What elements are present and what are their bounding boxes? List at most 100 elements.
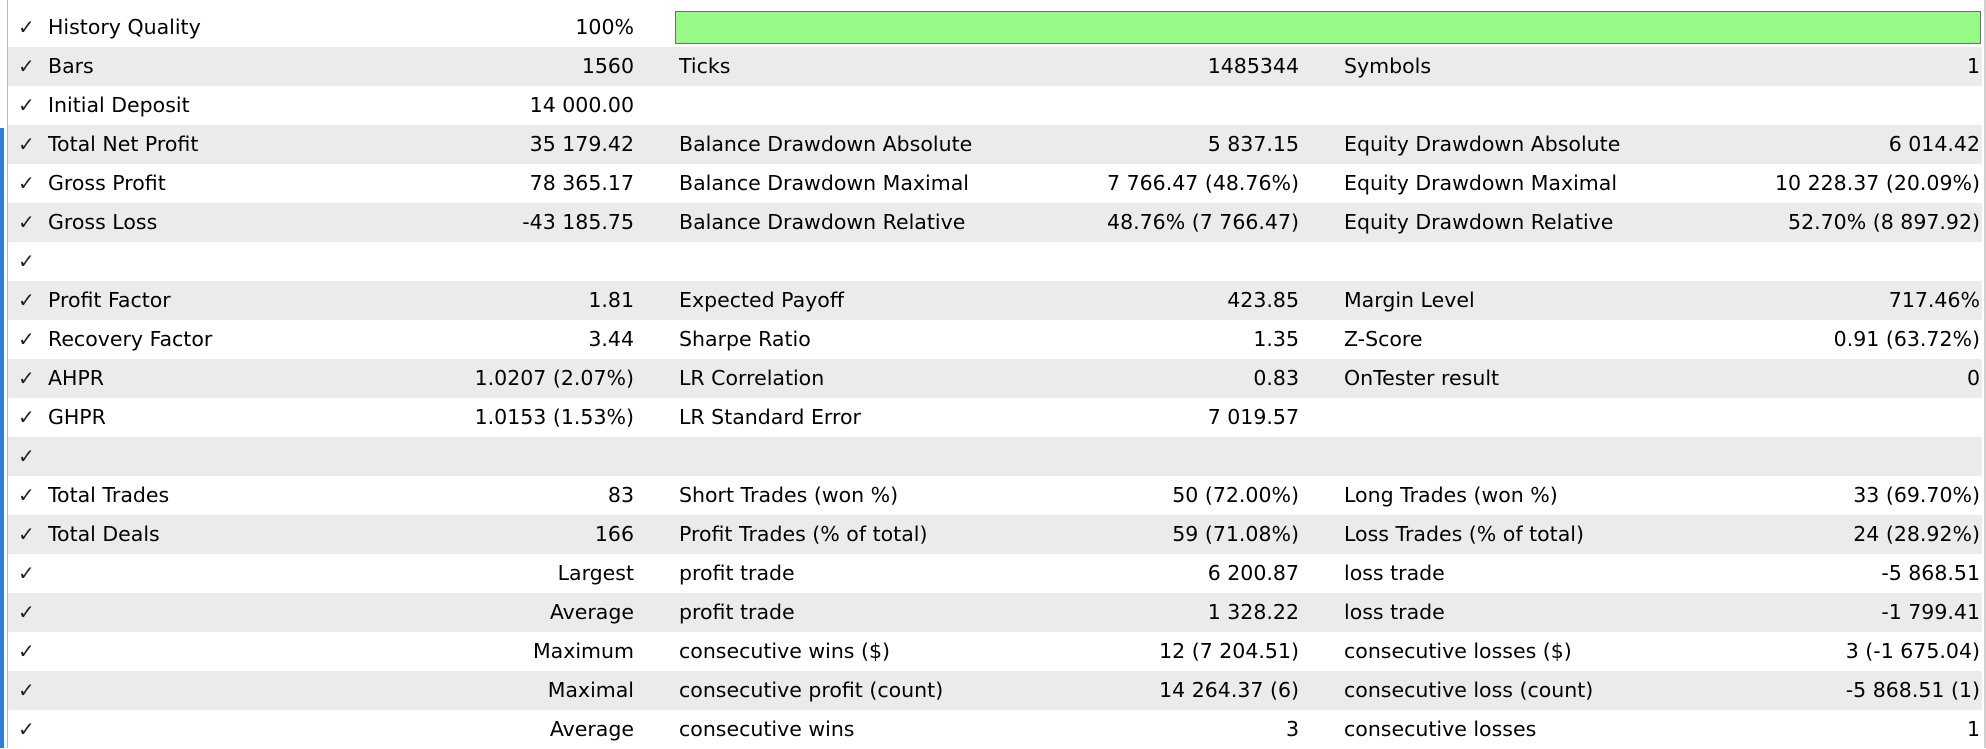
metric-label: loss trade (1344, 600, 1445, 624)
report-row[interactable]: ✓ Bars 1560 Ticks 1485344 Symbols 1 (8, 47, 1982, 86)
check-icon: ✓ (18, 561, 35, 585)
metric-label: Equity Drawdown Absolute (1344, 132, 1621, 156)
metric-label: GHPR (48, 405, 106, 429)
report-row[interactable]: ✓ (8, 437, 1982, 476)
metric-value: 423.85 (1227, 288, 1299, 312)
metric-label: Average (549, 717, 634, 741)
metric-label: Maximal (547, 678, 634, 702)
metric-label: consecutive wins (679, 717, 855, 741)
history-quality-bar (675, 11, 1981, 44)
metric-label: profit trade (679, 600, 795, 624)
report-row[interactable]: ✓ Gross Profit 78 365.17 Balance Drawdown M… (8, 164, 1982, 203)
report-row[interactable]: ✓ Average consecutive wins 3 consecutive los… (8, 710, 1982, 749)
check-icon: ✓ (18, 522, 35, 546)
metric-value: 52.70% (8 897.92) (1788, 210, 1980, 234)
report-row[interactable]: ✓ Gross Loss -43 185.75 Balance Drawdown Re… (8, 203, 1982, 242)
metric-label: Gross Profit (48, 171, 166, 195)
report-row[interactable]: ✓ GHPR 1.0153 (1.53%) LR Standard Error 7 01… (8, 398, 1982, 437)
metric-label: Expected Payoff (679, 288, 844, 312)
metric-value: 3.44 (588, 327, 634, 351)
metric-value: 1.0153 (1.53%) (474, 405, 634, 429)
metric-value: -5 868.51 (1881, 561, 1980, 585)
metric-label: consecutive wins ($) (679, 639, 891, 663)
metric-label: AHPR (48, 366, 105, 390)
metric-value: 24 (28.92%) (1853, 522, 1980, 546)
check-icon: ✓ (18, 93, 35, 117)
metric-label: Maximum (532, 639, 634, 663)
metric-value: 1.35 (1253, 327, 1299, 351)
check-icon: ✓ (18, 288, 35, 312)
metric-value: 1485344 (1207, 54, 1299, 78)
metric-label: Bars (48, 54, 94, 78)
metric-value: -5 868.51 (1) (1845, 678, 1980, 702)
metric-label: LR Standard Error (679, 405, 861, 429)
metric-label: Total Deals (48, 522, 160, 546)
report-row[interactable]: ✓ Maximum consecutive wins ($) 12 (7 204.51… (8, 632, 1982, 671)
metric-label: Equity Drawdown Relative (1344, 210, 1614, 234)
report-row[interactable]: ✓ Recovery Factor 3.44 Sharpe Ratio 1.35 Z-Sc… (8, 320, 1982, 359)
report-rows: ✓ Bars 1560 Ticks 1485344 Symbols 1 ✓ Initial De… (8, 47, 1982, 749)
check-icon: ✓ (18, 678, 35, 702)
metric-label: Balance Drawdown Absolute (679, 132, 973, 156)
report-row-history-quality[interactable]: ✓ History Quality 100% (8, 8, 1982, 47)
metric-label: consecutive loss (count) (1344, 678, 1594, 702)
check-icon: ✓ (18, 210, 35, 234)
metric-value: 3 (-1 675.04) (1845, 639, 1980, 663)
metric-value: 50 (72.00%) (1172, 483, 1299, 507)
report-row[interactable]: ✓ (8, 242, 1982, 281)
check-icon: ✓ (18, 600, 35, 624)
metric-label: Recovery Factor (48, 327, 213, 351)
metric-value: 0.91 (63.72%) (1833, 327, 1980, 351)
check-icon: ✓ (18, 54, 35, 78)
report-row[interactable]: ✓ Total Trades 83 Short Trades (won %) 50 (7… (8, 476, 1982, 515)
metric-value: 78 365.17 (529, 171, 634, 195)
metric-value: 10 228.37 (20.09%) (1774, 171, 1980, 195)
metric-value: 1560 (581, 54, 634, 78)
selection-strip (0, 128, 4, 748)
right-panel-edge (1984, 0, 1986, 748)
metric-value: 6 014.42 (1888, 132, 1980, 156)
report-row[interactable]: ✓ Initial Deposit 14 000.00 (8, 86, 1982, 125)
check-icon: ✓ (18, 327, 35, 351)
metric-label: consecutive profit (count) (679, 678, 944, 702)
metric-label: Symbols (1344, 54, 1432, 78)
metric-value: 12 (7 204.51) (1159, 639, 1299, 663)
report-row[interactable]: ✓ Total Net Profit 35 179.42 Balance Drawdo… (8, 125, 1982, 164)
check-icon: ✓ (18, 171, 35, 195)
report-row[interactable]: ✓ AHPR 1.0207 (2.07%) LR Correlation 0.83 OnT… (8, 359, 1982, 398)
metric-label: consecutive losses (1344, 717, 1537, 741)
history-quality-value: 100% (575, 15, 634, 39)
metric-value: 1 328.22 (1207, 600, 1299, 624)
check-icon: ✓ (18, 444, 35, 468)
report-row[interactable]: ✓ Average profit trade 1 328.22 loss trade -1… (8, 593, 1982, 632)
metric-value: 3 (1285, 717, 1299, 741)
metric-label: Largest (557, 561, 634, 585)
metric-label: Equity Drawdown Maximal (1344, 171, 1618, 195)
metric-value: 83 (607, 483, 634, 507)
metric-value: 7 766.47 (48.76%) (1107, 171, 1299, 195)
metric-label: loss trade (1344, 561, 1445, 585)
metric-value: 0 (1966, 366, 1980, 390)
metric-value: 35 179.42 (529, 132, 634, 156)
metric-value: 7 019.57 (1207, 405, 1299, 429)
metric-value: 166 (594, 522, 634, 546)
report-row[interactable]: ✓ Largest profit trade 6 200.87 loss trade -5… (8, 554, 1982, 593)
report-row[interactable]: ✓ Total Deals 166 Profit Trades (% of total… (8, 515, 1982, 554)
check-icon: ✓ (18, 717, 35, 741)
report-row[interactable]: ✓ Profit Factor 1.81 Expected Payoff 423.85 M… (8, 281, 1982, 320)
metric-label: OnTester result (1344, 366, 1500, 390)
metric-label: Balance Drawdown Maximal (679, 171, 969, 195)
metric-value: 6 200.87 (1207, 561, 1299, 585)
report-row[interactable]: ✓ Maximal consecutive profit (count) 14 264… (8, 671, 1982, 710)
metric-label: Profit Factor (48, 288, 171, 312)
check-icon: ✓ (18, 249, 35, 273)
metric-value: 0.83 (1253, 366, 1299, 390)
metric-value: 14 000.00 (529, 93, 634, 117)
metric-value: 1.81 (588, 288, 634, 312)
metric-label: LR Correlation (679, 366, 825, 390)
metric-label: Z-Score (1344, 327, 1423, 351)
metric-label: Gross Loss (48, 210, 158, 234)
check-icon: ✓ (18, 15, 35, 39)
metric-label: Loss Trades (% of total) (1344, 522, 1584, 546)
metric-value: 1 (1966, 54, 1980, 78)
